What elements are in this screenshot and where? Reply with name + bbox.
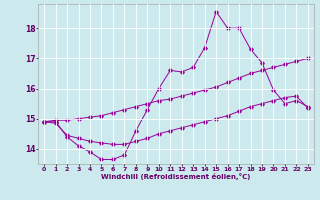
X-axis label: Windchill (Refroidissement éolien,°C): Windchill (Refroidissement éolien,°C) — [101, 173, 251, 180]
